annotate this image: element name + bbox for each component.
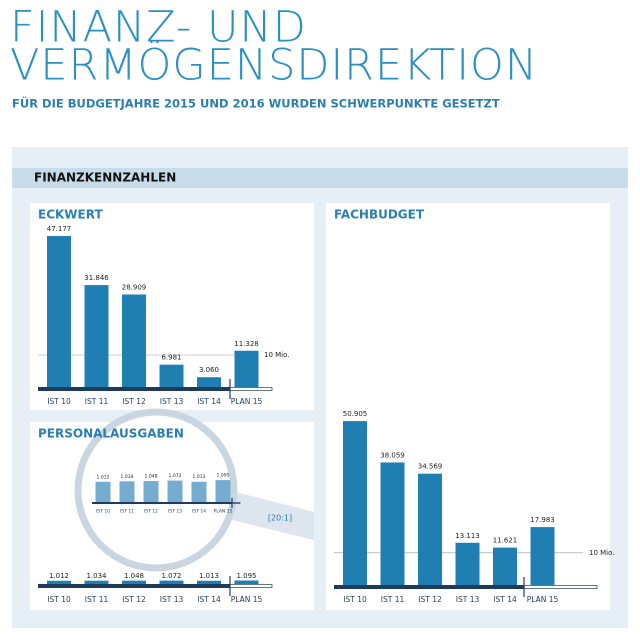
baseline-extension xyxy=(229,387,273,391)
baseline xyxy=(38,387,230,391)
baseline-extension xyxy=(231,502,241,504)
category-label: IST 11 xyxy=(85,595,109,604)
category-label: IST 12 xyxy=(122,397,146,406)
value-label: 11.621 xyxy=(493,537,518,545)
bar xyxy=(343,421,367,585)
reference-label: 10 Mio. xyxy=(264,351,290,359)
zoom-bar xyxy=(143,481,159,502)
value-label: 1.095 xyxy=(236,572,256,580)
baseline xyxy=(334,585,524,589)
value-label: 11.328 xyxy=(234,340,259,348)
category-label: PLAN 15 xyxy=(231,595,263,604)
chart-panel xyxy=(326,203,610,610)
bar xyxy=(84,285,109,387)
section-title: FINANZKENNZAHLEN xyxy=(34,171,176,185)
chart-title: FACHBUDGET xyxy=(334,208,425,222)
baseline-extension xyxy=(523,585,598,589)
bar xyxy=(122,580,146,584)
category-label: IST 13 xyxy=(160,595,184,604)
value-label: 17.983 xyxy=(530,516,555,524)
value-label: 31.846 xyxy=(84,274,109,282)
value-label: 1.013 xyxy=(199,572,219,580)
zoom-value-label: 1.012 xyxy=(97,474,110,480)
value-label: 3.060 xyxy=(199,366,219,374)
category-label: IST 12 xyxy=(418,595,442,604)
category-label: IST 10 xyxy=(343,595,367,604)
zoom-bar xyxy=(119,481,135,502)
category-label: IST 10 xyxy=(47,595,71,604)
bar xyxy=(197,580,221,584)
value-label: 13.113 xyxy=(455,532,480,540)
zoom-value-label: 1.013 xyxy=(193,474,206,480)
bar xyxy=(418,473,442,585)
value-label: 1.034 xyxy=(86,572,107,580)
zoom-category-label: IST 13 xyxy=(168,509,182,515)
chart-title: PERSONALAUSGABEN xyxy=(38,427,184,441)
category-label: IST 13 xyxy=(456,595,480,604)
section-band xyxy=(12,168,628,188)
category-label: IST 14 xyxy=(493,595,517,604)
zoom-bar xyxy=(191,481,207,502)
value-label: 28.909 xyxy=(122,283,147,291)
category-label: IST 13 xyxy=(160,397,184,406)
chart-title: ECKWERT xyxy=(38,208,103,222)
value-label: 6.981 xyxy=(161,354,181,362)
bar xyxy=(197,377,221,387)
baseline xyxy=(92,502,232,504)
bar xyxy=(455,542,480,585)
value-label: 1.048 xyxy=(124,572,144,580)
zoom-category-label: IST 10 xyxy=(96,509,110,515)
category-label: IST 14 xyxy=(197,397,221,406)
bar xyxy=(47,580,71,584)
zoom-bar xyxy=(95,481,111,502)
category-label: IST 11 xyxy=(381,595,405,604)
bar xyxy=(493,547,517,585)
zoom-value-label: 1.072 xyxy=(169,473,182,479)
bar xyxy=(159,364,184,387)
zoom-value-label: 1.048 xyxy=(145,474,158,480)
magnifier-handle xyxy=(232,492,314,540)
bar xyxy=(47,236,71,387)
zoom-label: [20:1] xyxy=(268,514,292,523)
value-label: 50.905 xyxy=(343,410,368,418)
bar xyxy=(84,580,109,584)
category-label: IST 11 xyxy=(85,397,109,406)
subtitle: FÜR DIE BUDGETJAHRE 2015 UND 2016 WURDEN… xyxy=(12,96,500,111)
value-label: 1.012 xyxy=(49,572,69,580)
title-line: FINANZ- UND xyxy=(10,3,307,53)
reference-label: 10 Mio. xyxy=(589,549,615,557)
bar xyxy=(122,294,146,387)
zoom-category-label: IST 14 xyxy=(192,509,206,515)
zoom-bar xyxy=(167,480,183,502)
value-label: 47.177 xyxy=(47,225,72,233)
bar xyxy=(234,350,259,387)
zoom-value-label: 1.095 xyxy=(217,473,230,479)
bar xyxy=(530,527,555,585)
baseline-extension xyxy=(229,584,273,588)
bar xyxy=(380,462,405,585)
title-line: VERMÖGENSDIREKTION xyxy=(10,41,538,91)
zoom-bar xyxy=(215,480,231,502)
category-label: IST 14 xyxy=(197,595,221,604)
baseline xyxy=(38,584,230,588)
category-label: IST 10 xyxy=(47,397,71,406)
bar xyxy=(159,580,184,584)
category-label: IST 12 xyxy=(122,595,146,604)
category-label: PLAN 15 xyxy=(527,595,559,604)
category-label: PLAN 15 xyxy=(231,397,263,406)
zoom-value-label: 1.034 xyxy=(121,474,134,480)
zoom-category-label: IST 12 xyxy=(144,509,158,515)
value-label: 38.059 xyxy=(380,451,405,459)
value-label: 1.072 xyxy=(161,572,181,580)
zoom-category-label: PLAN 15 xyxy=(214,509,233,515)
value-label: 34.569 xyxy=(418,463,443,471)
bar xyxy=(234,580,259,584)
zoom-category-label: IST 11 xyxy=(120,509,134,515)
